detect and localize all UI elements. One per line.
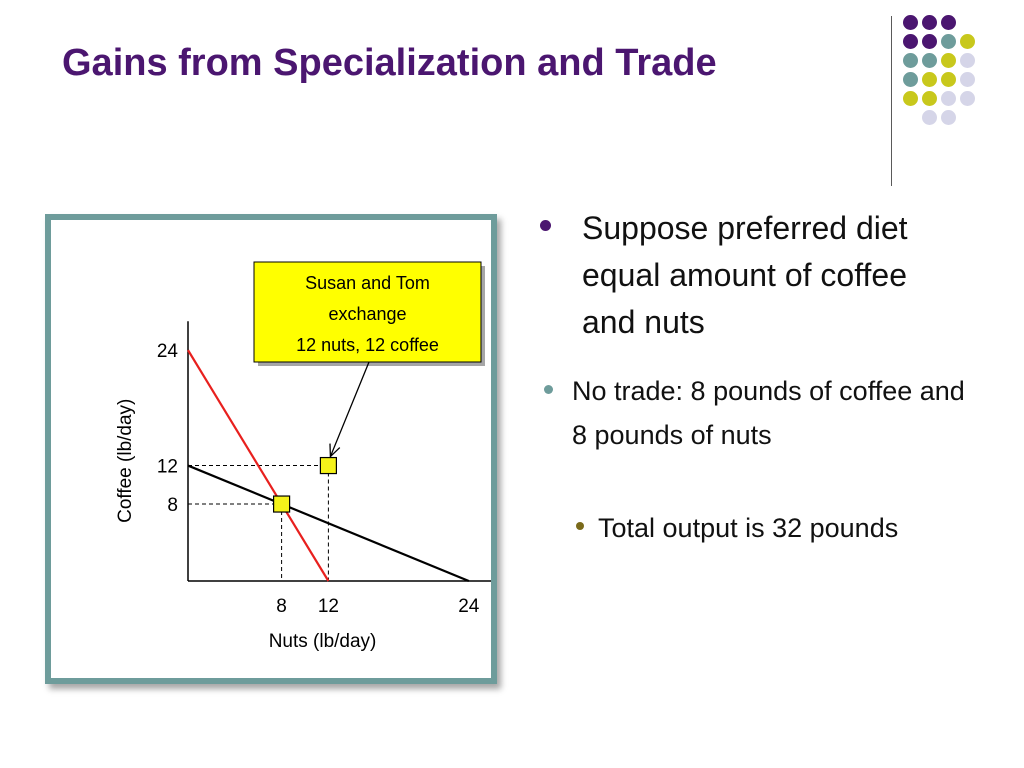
series-layer [187, 349, 470, 583]
sub-bullet-text: Total output is 32 pounds [598, 513, 899, 543]
decorative-dot [960, 72, 975, 87]
callout-arrowhead [329, 443, 341, 459]
bullet-dot-icon [576, 522, 584, 530]
y-tick-label: 24 [157, 341, 179, 362]
decorative-dot [922, 34, 937, 49]
y-tick-label: 12 [157, 457, 178, 478]
sub-bullet-item: Total output is 32 pounds [576, 507, 906, 549]
decorative-dot [960, 53, 975, 68]
decorative-dot [960, 91, 975, 106]
series-line-1 [187, 349, 330, 582]
bullet-item: No trade: 8 pounds of coffee and 8 pound… [540, 369, 980, 457]
bullet-dot-icon [544, 385, 553, 394]
decorative-dot [922, 72, 937, 87]
bullet-text: Suppose preferred diet equal amount of c… [582, 210, 908, 340]
dashed-guide-lines [188, 465, 329, 581]
decorative-dot [941, 72, 956, 87]
decorative-dot [922, 91, 937, 106]
callout-text: exchange [328, 304, 406, 324]
x-tick-label: 12 [318, 596, 339, 617]
point-marker [273, 495, 291, 513]
callout-pointer [329, 361, 370, 457]
annotation-layer: Susan and Tom exchange 12 nuts, 12 coffee [253, 261, 485, 459]
chart-frame: Susan and Tom exchange 12 nuts, 12 coffee … [45, 214, 497, 684]
marker-layer [273, 456, 337, 513]
bullet-item: Suppose preferred diet equal amount of c… [540, 205, 960, 346]
decorative-dot [941, 91, 956, 106]
y-axis-label: Coffee (lb/day) [115, 399, 136, 523]
tick-layer: 8 12 24 24 12 8 [157, 341, 480, 617]
point-marker [319, 456, 337, 475]
slide-title: Gains from Specialization and Trade [62, 42, 717, 84]
x-tick-label: 24 [458, 596, 480, 617]
decorative-dot [922, 53, 937, 68]
decorative-dot [941, 53, 956, 68]
x-tick-label: 8 [276, 596, 287, 617]
decorative-dot [941, 110, 956, 125]
decorative-dot [922, 15, 937, 30]
decorative-dot-grid [0, 0, 1024, 200]
x-axis-label: Nuts (lb/day) [269, 631, 377, 652]
decorative-dot [941, 15, 956, 30]
callout-text: 12 nuts, 12 coffee [296, 335, 439, 355]
bullet-dot-icon [540, 220, 551, 231]
decorative-dot [922, 110, 937, 125]
decorative-dot [903, 72, 918, 87]
decorative-dot [903, 53, 918, 68]
decorative-dot [960, 34, 975, 49]
y-tick-label: 8 [167, 495, 178, 516]
decorative-dot [903, 34, 918, 49]
title-divider [891, 16, 892, 186]
decorative-dot [903, 15, 918, 30]
callout-box [253, 261, 482, 363]
callout-text: Susan and Tom [305, 273, 430, 293]
decorative-dot [903, 91, 918, 106]
decorative-dot [941, 34, 956, 49]
series-line-2 [187, 464, 470, 583]
bullet-text: No trade: 8 pounds of coffee and 8 pound… [572, 376, 965, 450]
